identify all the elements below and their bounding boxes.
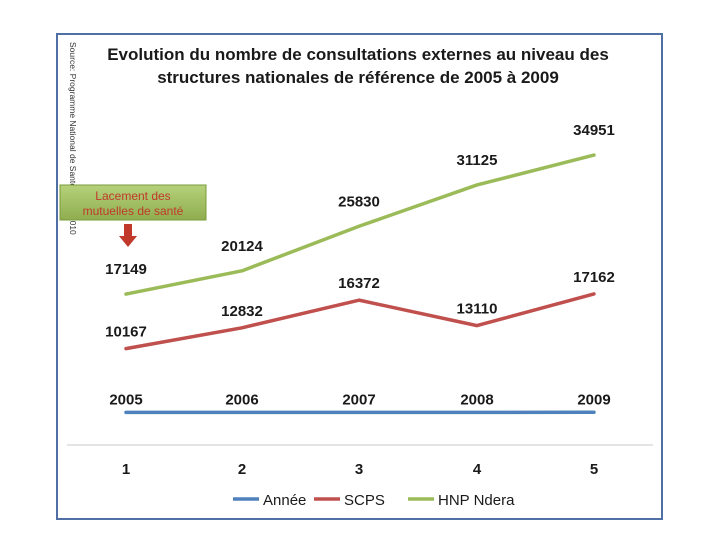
category-tick-label-4: 5	[590, 461, 598, 478]
data-label-series-2-point-0: 17149	[105, 261, 147, 278]
legend-entry-0: Année	[263, 492, 306, 509]
legend-entry-2: HNP Ndera	[438, 492, 515, 509]
chart-frame	[56, 33, 663, 520]
data-label-series-0-point-2: 2007	[342, 391, 375, 408]
series-line-1	[124, 292, 596, 351]
category-tick-label-1: 2	[238, 461, 246, 478]
chart-title-line-1: Evolution du nombre de consultations ext…	[107, 45, 609, 64]
legend-entry-1: SCPS	[344, 492, 385, 509]
data-label-series-2-point-4: 34951	[573, 122, 615, 139]
category-axis: 1 2 3 4 5	[122, 461, 598, 478]
annotation-box	[59, 184, 207, 221]
data-label-series-0-point-4: 2009	[577, 391, 610, 408]
annotation-line-1: Lacement des	[95, 189, 170, 203]
annotation-arrow-shaft	[124, 224, 132, 238]
data-label-series-2-point-3: 31125	[457, 152, 498, 169]
annotation-callout: Lacement des mutuelles de santé	[59, 184, 207, 247]
data-label-series-1-point-4: 17162	[573, 269, 615, 286]
data-label-series-1-point-2: 16372	[338, 275, 380, 292]
category-tick-label-3: 4	[473, 461, 482, 478]
data-label-series-1-point-1: 12832	[221, 303, 263, 320]
series-line-2	[124, 153, 596, 296]
data-label-series-1-point-0: 10167	[105, 324, 147, 341]
legend: Année SCPS HNP Ndera	[233, 492, 515, 509]
data-label-series-0-point-3: 2008	[460, 391, 493, 408]
chart-title-line-2: structures nationales de référence de 20…	[157, 68, 559, 87]
category-tick-label-2: 3	[355, 461, 363, 478]
data-label-series-0-point-0: 2005	[109, 391, 142, 408]
category-tick-label-0: 1	[122, 461, 130, 478]
annotation-line-2: mutuelles de santé	[83, 204, 184, 218]
data-label-layer: 2005 2006 2007 2008 2009 10167 12832 16372 13110…	[105, 122, 615, 408]
data-label-series-2-point-2: 25830	[338, 193, 380, 210]
data-label-series-1-point-3: 13110	[457, 301, 498, 318]
series-layer	[124, 153, 596, 415]
data-label-series-2-point-1: 20124	[221, 238, 263, 255]
annotation-arrow-head	[119, 236, 137, 247]
source-note: Source: Programme National de Santé ... …	[68, 42, 78, 235]
data-label-series-0-point-1: 2006	[225, 391, 258, 408]
